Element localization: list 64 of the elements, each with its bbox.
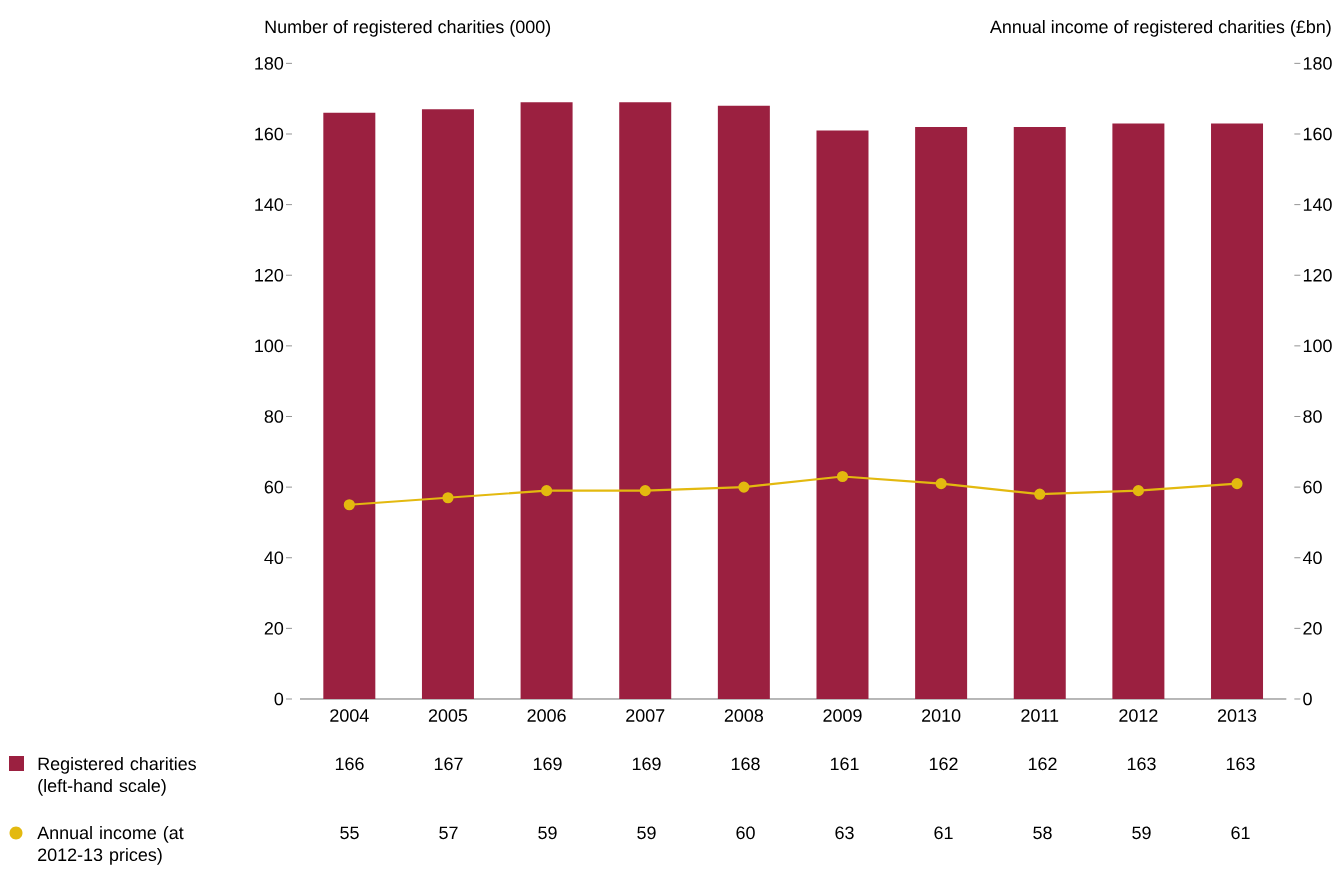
data-label: 61: [1231, 826, 1250, 840]
point: [738, 481, 750, 493]
y2-tick-label: 40: [1302, 551, 1322, 565]
data-label: 161: [830, 757, 859, 771]
y-tick-label: 120: [255, 268, 284, 282]
x-tick-label: 2007: [626, 709, 665, 722]
y-tick-label: 160: [255, 127, 284, 141]
point: [1231, 478, 1243, 490]
data-label: 57: [439, 826, 458, 840]
point: [1034, 488, 1046, 500]
x-tick-label: 2011: [1021, 709, 1059, 722]
y2-tick-label: 180: [1303, 57, 1332, 70]
y-tick-label: 80: [264, 410, 284, 423]
data-label: 60: [736, 826, 755, 840]
data-label: 63: [835, 826, 854, 840]
x-tick-label: 2013: [1217, 709, 1257, 722]
point: [935, 478, 947, 490]
y2-axis-title: Annual income of registered charities (£bn): [989, 19, 1331, 37]
legend-label: Registered charities (left-hand scale): [38, 757, 197, 796]
point: [541, 485, 553, 497]
data-label: 168: [731, 757, 760, 771]
data-label: 55: [340, 826, 359, 840]
data-label: 167: [434, 757, 463, 771]
data-label: 166: [335, 757, 364, 771]
point: [343, 499, 355, 511]
data-label: 61: [934, 826, 953, 840]
y2-tick-label: 60: [1303, 480, 1322, 494]
y2-tick-label: 140: [1303, 198, 1332, 211]
y-tick-label: 20: [264, 622, 284, 635]
point: [1132, 485, 1144, 497]
x-tick-label: 2009: [823, 709, 862, 722]
y-tick-label: 100: [255, 339, 284, 353]
legend-label: Annual income (at 2012-13 prices): [37, 826, 184, 865]
data-label: 169: [632, 757, 661, 771]
x-tick-label: 2010: [922, 709, 961, 722]
y-axis-title: Number of registered charities (000): [265, 19, 551, 37]
y2-tick-label: 80: [1303, 410, 1322, 423]
data-label: 58: [1033, 826, 1052, 840]
y-tick-label: 140: [255, 198, 284, 211]
x-tick-label: 2005: [428, 709, 468, 722]
x-tick-label: 2012: [1119, 709, 1158, 722]
x-tick-label: 2004: [330, 709, 369, 722]
y-tick-label: 40: [264, 551, 284, 565]
data-label: 162: [1028, 757, 1057, 771]
data-label: 163: [1127, 757, 1156, 771]
y2-tick-label: 100: [1303, 339, 1332, 353]
y-tick-label: 180: [255, 57, 284, 70]
y-tick-label: 60: [264, 480, 284, 494]
data-label: 169: [533, 757, 562, 771]
point: [836, 470, 849, 483]
y2-tick-label: 20: [1303, 622, 1322, 635]
y2-tick-label: 0: [1303, 692, 1312, 706]
data-label: 163: [1226, 757, 1255, 771]
x-tick-label: 2008: [724, 709, 764, 722]
data-label: 59: [538, 826, 557, 840]
x-tick-label: 2006: [527, 709, 566, 722]
y2-tick-label: 120: [1303, 268, 1332, 282]
data-label: 59: [637, 826, 656, 840]
point: [442, 492, 454, 504]
data-label: 59: [1132, 826, 1151, 840]
data-label: 162: [929, 757, 958, 771]
y-tick-label: 0: [274, 692, 284, 706]
point: [639, 485, 651, 497]
y2-tick-label: 160: [1303, 127, 1332, 141]
